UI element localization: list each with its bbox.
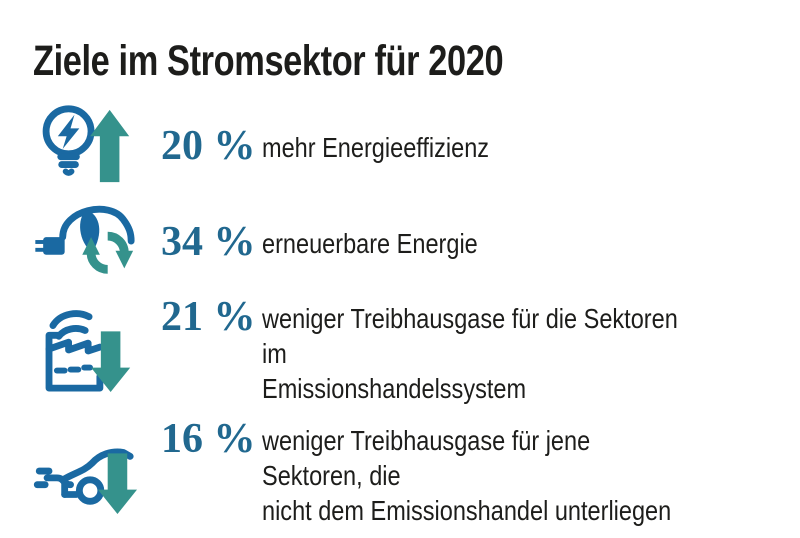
down-arrow-icon: [91, 331, 131, 393]
down-arrow-icon: [97, 453, 138, 515]
goal-percent: 21 %: [161, 294, 256, 340]
factory-icon: [45, 331, 104, 392]
goal-row-non-ets: 16 % weniger Treibhausgase für jene Sekt…: [33, 416, 780, 528]
goal-description: weniger Treibhausgase für die Sektoren i…: [262, 303, 678, 404]
cable-icon: [59, 205, 135, 245]
goal-row-renewable: 34 % erneuerbare Energie: [33, 198, 780, 286]
goal-percent: 16 %: [161, 416, 256, 462]
leaf-icon: [80, 209, 100, 253]
up-arrow-icon: [90, 109, 130, 183]
goal-content: 34 % erneuerbare Energie: [161, 219, 519, 265]
goal-content: 21 % weniger Treibhausgase für die Sekto…: [161, 294, 780, 406]
wheel-icon: [75, 476, 105, 505]
goal-description: mehr Energieeffizienz: [262, 132, 490, 163]
goal-description: weniger Treibhausgase für jene Sektoren,…: [262, 425, 672, 526]
goal-list: 20 % mehr Energieeffizienz: [33, 102, 780, 528]
lightning-bolt-icon: [57, 114, 80, 149]
lightbulb-efficiency-icon: [33, 102, 161, 190]
goal-percent: 20 %: [161, 123, 256, 169]
recycle-arrows-icon: [86, 252, 109, 274]
factory-emissions-icon: [33, 306, 161, 394]
page-title: Ziele im Stromsektor für 2020: [33, 37, 504, 85]
car-emissions-icon: [33, 428, 161, 516]
goal-content: 20 % mehr Energieeffizienz: [161, 123, 532, 169]
car-icon: [61, 448, 134, 498]
goal-description: erneuerbare Energie: [262, 228, 478, 259]
smoke-icon: [49, 310, 93, 329]
plug-icon: [43, 237, 65, 255]
goal-percent: 34 %: [161, 219, 256, 265]
plug-leaf-renewable-icon: [33, 198, 161, 286]
goal-row-efficiency: 20 % mehr Energieeffizienz: [33, 102, 780, 190]
goal-row-ets: 21 % weniger Treibhausgase für die Sekto…: [33, 294, 780, 406]
goal-content: 16 % weniger Treibhausgase für jene Sekt…: [161, 416, 780, 528]
